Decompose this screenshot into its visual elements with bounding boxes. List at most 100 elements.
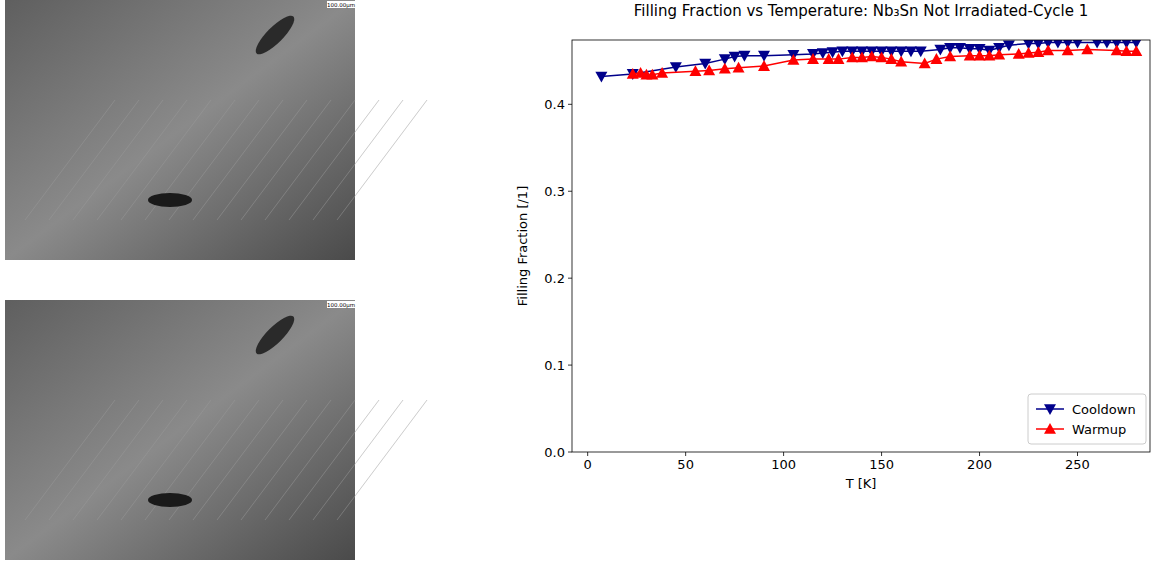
texture bbox=[313, 400, 403, 520]
scale-bar-bg bbox=[327, 301, 355, 308]
series-marker bbox=[1013, 48, 1025, 59]
page: 100.00µm 100.00µm Filling Fraction vs Temp… bbox=[0, 0, 1155, 564]
texture bbox=[148, 493, 192, 507]
scale-bar-bg bbox=[327, 1, 355, 8]
texture bbox=[145, 400, 235, 520]
x-tick-label: 50 bbox=[677, 457, 694, 472]
texture bbox=[313, 100, 403, 220]
series-marker bbox=[1052, 40, 1064, 49]
y-tick bbox=[568, 191, 572, 192]
series-marker bbox=[832, 53, 844, 64]
x-tick bbox=[587, 452, 588, 456]
series-marker bbox=[1091, 40, 1103, 49]
texture bbox=[289, 400, 379, 520]
legend-marker bbox=[1044, 423, 1056, 434]
texture bbox=[193, 400, 283, 520]
x-tick bbox=[783, 452, 784, 456]
series-marker bbox=[733, 62, 745, 73]
texture bbox=[337, 400, 427, 520]
y-tick bbox=[568, 452, 572, 453]
texture bbox=[193, 100, 283, 220]
series-marker bbox=[1130, 45, 1142, 56]
series-marker bbox=[823, 53, 835, 64]
series-marker bbox=[993, 49, 1005, 60]
x-tick bbox=[979, 452, 980, 456]
series-marker bbox=[983, 50, 995, 61]
series-marker bbox=[729, 52, 741, 63]
micrograph-image bbox=[5, 300, 355, 560]
x-tick-label: 200 bbox=[967, 457, 992, 472]
series-marker bbox=[846, 51, 858, 62]
series-marker bbox=[738, 51, 750, 62]
chart-title: Filling Fraction vs Temperature: Nb₃Sn N… bbox=[634, 2, 1088, 20]
y-tick bbox=[568, 365, 572, 366]
series-marker bbox=[964, 50, 976, 61]
x-tick-label: 250 bbox=[1065, 457, 1090, 472]
y-tick-label: 0.1 bbox=[544, 358, 565, 373]
texture bbox=[217, 100, 307, 220]
texture bbox=[241, 100, 331, 220]
series-marker bbox=[974, 50, 986, 61]
texture bbox=[49, 100, 139, 220]
series-marker bbox=[1081, 44, 1093, 55]
plot-frame bbox=[572, 40, 1150, 452]
series-line bbox=[633, 50, 1137, 75]
series-marker bbox=[866, 51, 878, 62]
texture bbox=[121, 400, 211, 520]
y-tick bbox=[568, 278, 572, 279]
series-marker bbox=[895, 46, 907, 57]
texture bbox=[251, 311, 299, 359]
y-axis-label: Filling Fraction [/1] bbox=[515, 186, 530, 306]
x-tick-label: 150 bbox=[869, 457, 894, 472]
y-tick-label: 0.2 bbox=[544, 271, 565, 286]
series-marker bbox=[905, 46, 917, 57]
series-marker bbox=[954, 43, 966, 54]
series-marker bbox=[856, 51, 868, 62]
texture bbox=[121, 100, 211, 220]
x-tick-label: 0 bbox=[584, 457, 592, 472]
series-marker bbox=[915, 46, 927, 57]
texture bbox=[25, 400, 115, 520]
series-marker bbox=[930, 53, 942, 64]
series-marker bbox=[656, 67, 668, 78]
series-marker bbox=[689, 65, 701, 76]
legend-box bbox=[1028, 394, 1146, 444]
series-marker bbox=[1072, 40, 1084, 49]
texture bbox=[241, 400, 331, 520]
plot-area bbox=[595, 40, 1142, 83]
texture bbox=[217, 400, 307, 520]
series-marker bbox=[807, 53, 819, 64]
series-marker bbox=[1101, 40, 1113, 49]
scale-label: 100.00µm bbox=[327, 2, 355, 9]
series-marker bbox=[670, 62, 682, 73]
series-marker bbox=[595, 72, 607, 83]
texture bbox=[25, 100, 115, 220]
series-marker bbox=[1111, 44, 1123, 55]
y-tick-label: 0.3 bbox=[544, 184, 565, 199]
x-tick bbox=[881, 452, 882, 456]
series-line bbox=[601, 43, 1136, 77]
y-tick-label: 0.4 bbox=[544, 97, 565, 112]
texture bbox=[265, 400, 355, 520]
series-marker bbox=[1023, 47, 1035, 58]
series-marker bbox=[919, 57, 931, 68]
series-marker bbox=[876, 51, 888, 62]
scale-label: 100.00µm bbox=[327, 302, 355, 309]
series-marker bbox=[1042, 44, 1054, 55]
series-marker bbox=[895, 56, 907, 67]
texture bbox=[289, 100, 379, 220]
series-marker bbox=[719, 63, 731, 74]
series-marker bbox=[1032, 46, 1044, 57]
legend-label: Cooldown bbox=[1072, 402, 1136, 417]
texture bbox=[145, 100, 235, 220]
series-marker bbox=[944, 51, 956, 62]
legend-marker bbox=[1044, 404, 1056, 415]
y-tick bbox=[568, 104, 572, 105]
micrograph: 100.00µm bbox=[5, 0, 427, 260]
series-marker bbox=[1062, 44, 1074, 55]
series-marker bbox=[703, 64, 715, 75]
texture bbox=[337, 100, 427, 220]
legend-label: Warmup bbox=[1072, 422, 1126, 437]
series-marker bbox=[646, 69, 658, 80]
micrograph-image bbox=[5, 0, 355, 260]
